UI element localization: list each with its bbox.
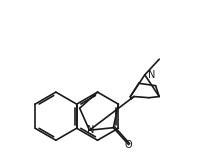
Text: N: N xyxy=(148,70,155,80)
Text: O: O xyxy=(125,140,132,150)
Text: N: N xyxy=(87,125,94,135)
